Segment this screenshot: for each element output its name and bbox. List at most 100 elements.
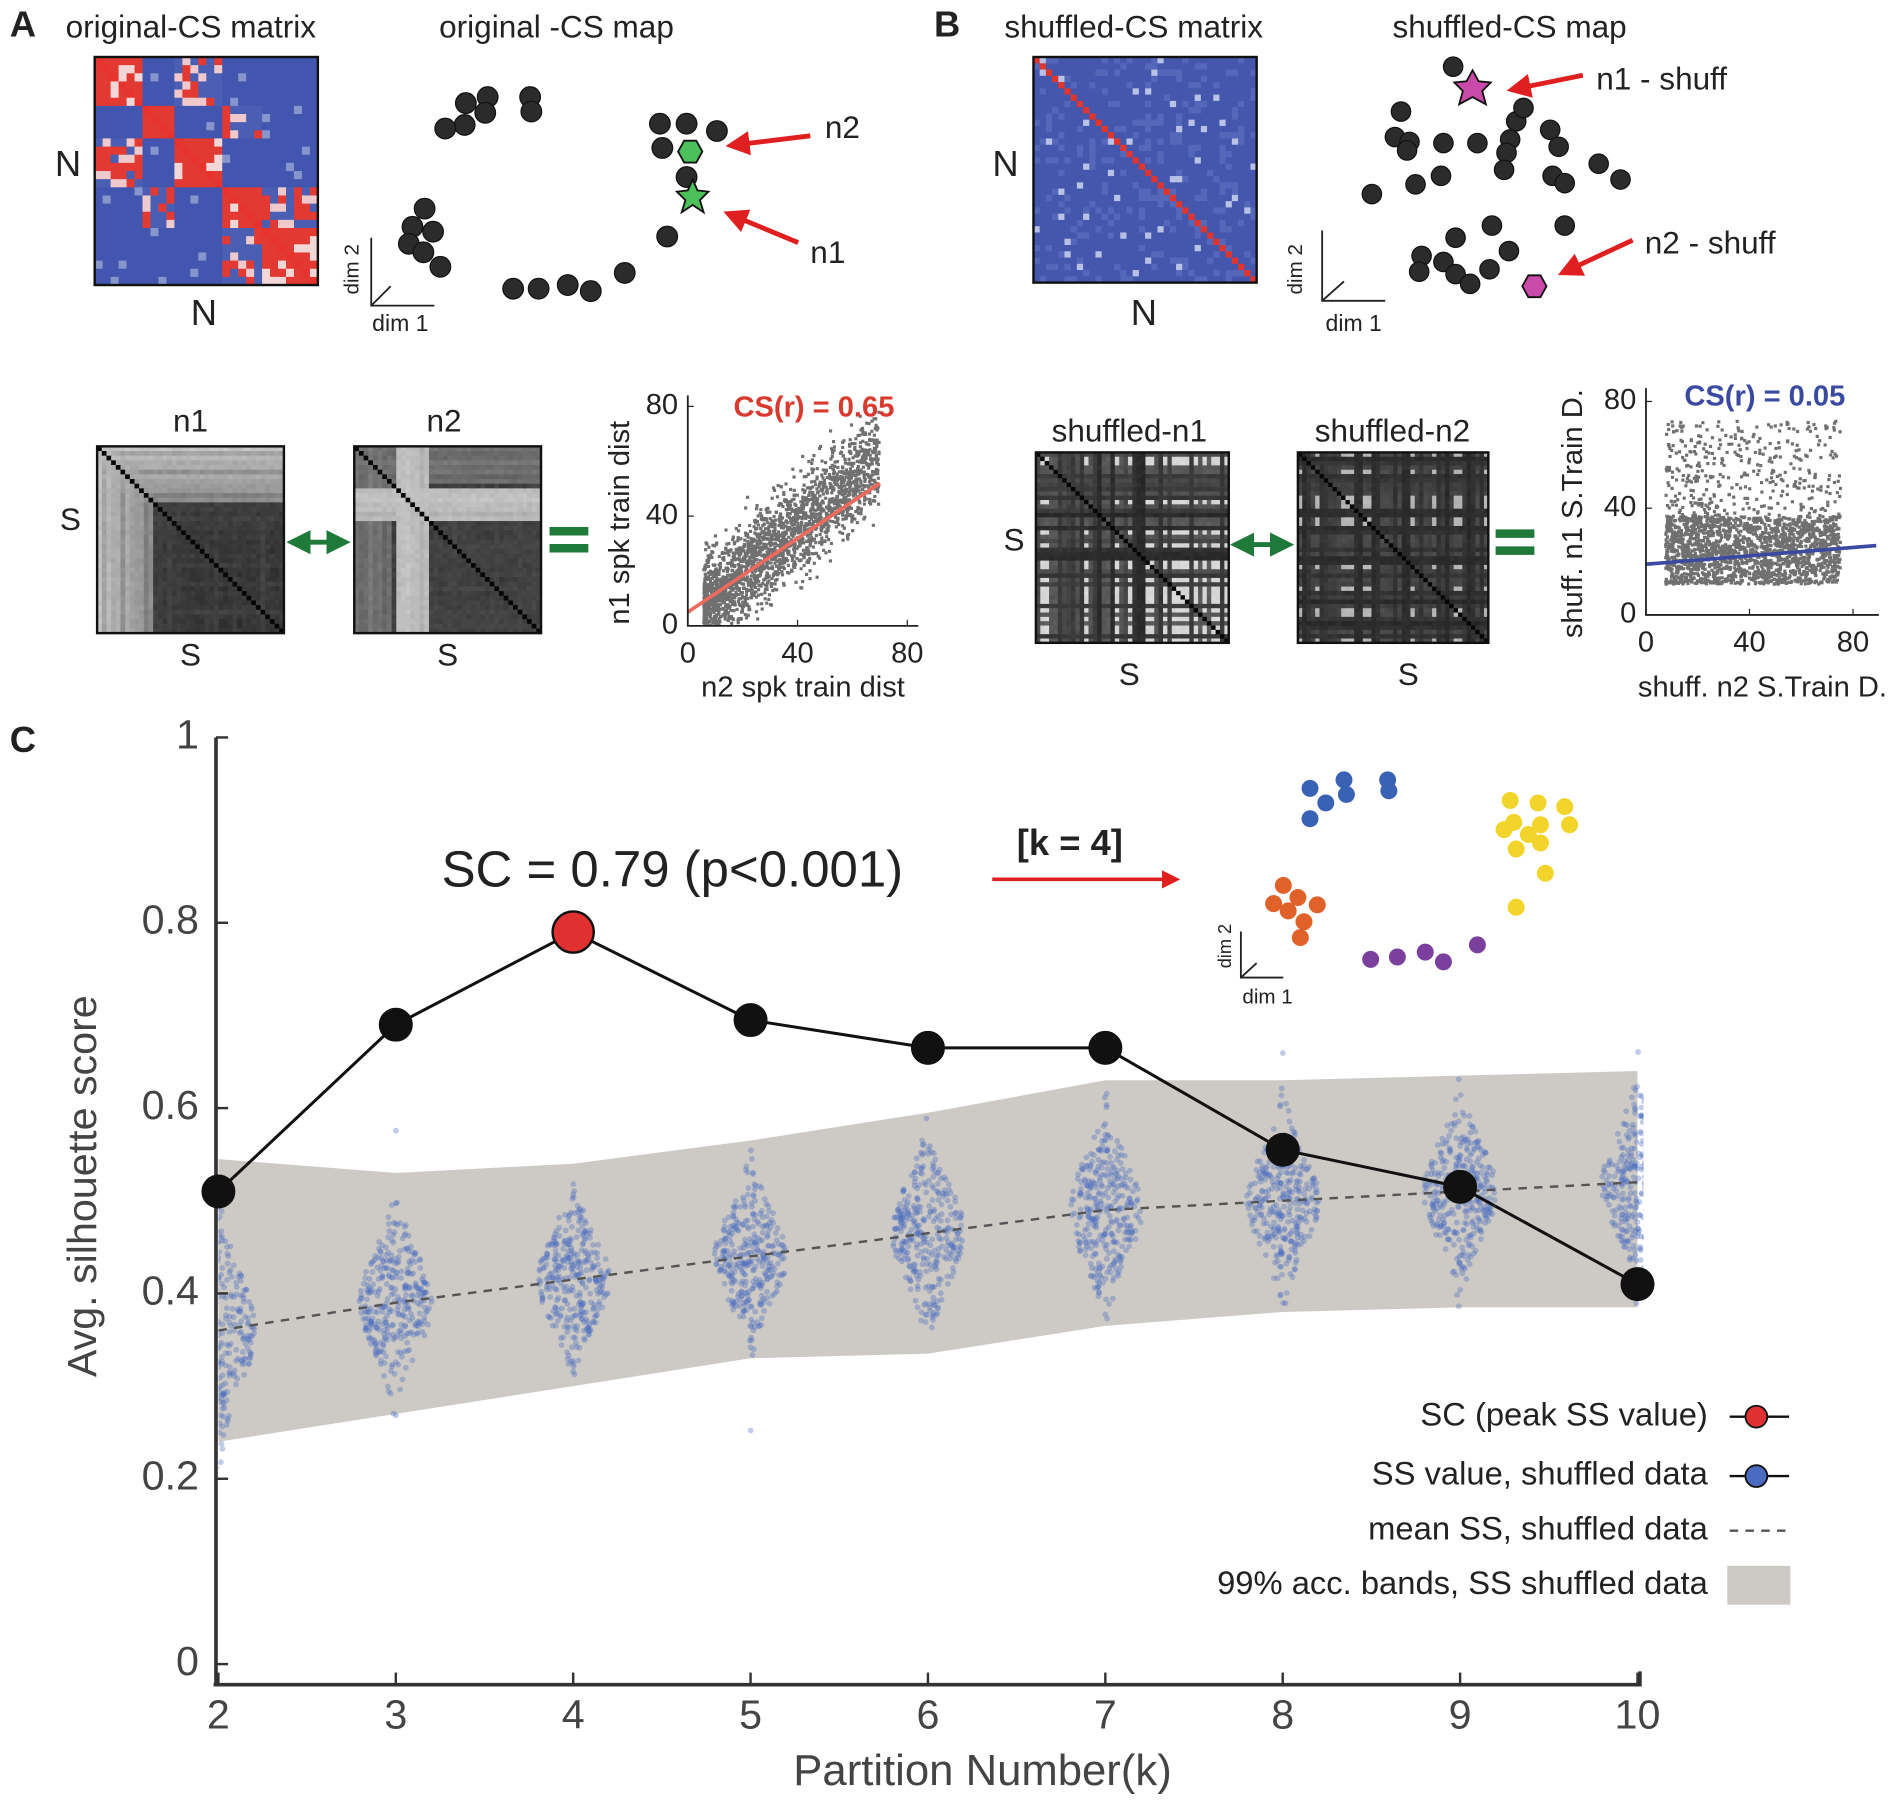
matrix-cell xyxy=(255,609,262,615)
matrix-cell xyxy=(1225,226,1233,233)
matrix-cell xyxy=(382,511,388,517)
matrix-cell xyxy=(265,539,271,545)
matrix-cell xyxy=(1076,226,1084,233)
matrix-cell xyxy=(475,577,481,583)
matrix-cell xyxy=(176,591,182,597)
matrix-cell xyxy=(237,549,243,555)
matrix-cell xyxy=(368,469,374,475)
matrix-cell xyxy=(363,493,369,499)
matrix-cell xyxy=(1045,213,1053,221)
matrix-cell xyxy=(185,488,192,494)
matrix-cell xyxy=(452,460,458,466)
matrix-cell xyxy=(115,567,121,573)
matrix-cell xyxy=(134,563,140,569)
matrix-cell xyxy=(1188,245,1196,252)
matrix-cell xyxy=(499,460,505,466)
matrix-cell xyxy=(1244,226,1251,233)
matrix-cell xyxy=(129,479,135,485)
matrix-cell xyxy=(358,591,365,597)
matrix-cell xyxy=(1250,226,1258,233)
matrix-cell xyxy=(176,628,182,634)
matrix-cell xyxy=(251,553,257,559)
matrix-cell xyxy=(167,488,173,494)
matrix-cell xyxy=(269,614,276,620)
matrix-cell xyxy=(142,154,151,164)
matrix-cell xyxy=(238,154,247,164)
matrix-cell xyxy=(198,97,207,107)
matrix-cell xyxy=(1064,132,1072,139)
matrix-cell xyxy=(1126,238,1134,246)
matrix-cell xyxy=(246,511,252,517)
matrix-cell xyxy=(386,586,393,592)
matrix-cell xyxy=(158,244,167,253)
matrix-cell xyxy=(213,493,220,499)
matrix-cell xyxy=(1076,69,1084,77)
matrix-cell xyxy=(1120,207,1127,215)
matrix-cell xyxy=(143,595,149,601)
matrix-cell xyxy=(232,493,238,499)
matrix-cell xyxy=(309,260,319,270)
matrix-cell xyxy=(363,511,369,517)
matrix-cell xyxy=(1238,144,1245,152)
matrix-cell xyxy=(400,525,407,531)
matrix-cell xyxy=(125,479,131,485)
matrix-cell xyxy=(153,609,159,615)
matrix-cell xyxy=(513,516,519,522)
matrix-cell xyxy=(494,530,500,536)
matrix-cell xyxy=(410,553,416,559)
matrix-cell xyxy=(142,268,151,278)
matrix-cell xyxy=(285,146,295,156)
matrix-cell xyxy=(386,502,393,508)
matrix-cell xyxy=(1070,119,1078,127)
matrix-cell xyxy=(536,455,542,461)
matrix-cell xyxy=(111,469,117,475)
matrix-cell xyxy=(1207,82,1214,89)
matrix-cell xyxy=(246,446,252,452)
matrix-cell xyxy=(129,581,135,587)
matrix-cell xyxy=(1095,270,1103,277)
matrix-cell xyxy=(536,530,542,536)
matrix-cell xyxy=(1250,113,1258,121)
matrix-cell xyxy=(1126,125,1134,133)
matrix-cell xyxy=(102,154,112,164)
matrix-cell xyxy=(102,219,112,229)
matrix-cell xyxy=(1076,182,1084,190)
matrix-cell xyxy=(166,268,175,278)
matrix-cell xyxy=(181,605,187,611)
matrix-cell xyxy=(232,469,238,475)
matrix-cell xyxy=(1250,163,1258,171)
matrix-cell xyxy=(442,507,449,513)
matrix-cell xyxy=(195,563,201,569)
matrix-cell xyxy=(391,516,397,522)
matrix-cell xyxy=(232,474,238,480)
matrix-cell xyxy=(1089,119,1096,127)
matrix-cell xyxy=(1058,219,1065,227)
matrix-cell xyxy=(260,614,266,620)
matrix-cell xyxy=(368,446,374,452)
matrix-cell xyxy=(513,544,519,550)
matrix-cell xyxy=(475,595,481,601)
matrix-cell xyxy=(278,138,287,148)
matrix-cell xyxy=(536,493,542,499)
matrix-cell xyxy=(447,497,453,503)
matrix-cell xyxy=(195,497,201,503)
matrix-cell xyxy=(1182,125,1189,133)
matrix-cell xyxy=(265,507,271,513)
matrix-cell xyxy=(1070,245,1078,252)
matrix-cell xyxy=(1045,57,1053,64)
matrix-cell xyxy=(199,577,206,583)
matrix-cell xyxy=(115,619,121,625)
matrix-cell xyxy=(251,521,257,527)
matrix-cell xyxy=(442,539,449,545)
matrix-cell xyxy=(461,567,467,573)
matrix-cell xyxy=(190,539,196,545)
matrix-cell xyxy=(237,497,243,503)
matrix-cell xyxy=(218,474,224,480)
matrix-cell xyxy=(1225,107,1233,114)
matrix-cell xyxy=(139,609,145,615)
matrix-cell xyxy=(424,451,430,457)
matrix-cell xyxy=(309,179,319,188)
matrix-cell xyxy=(97,460,103,466)
matrix-cell xyxy=(1231,94,1239,102)
matrix-cell xyxy=(174,162,183,172)
